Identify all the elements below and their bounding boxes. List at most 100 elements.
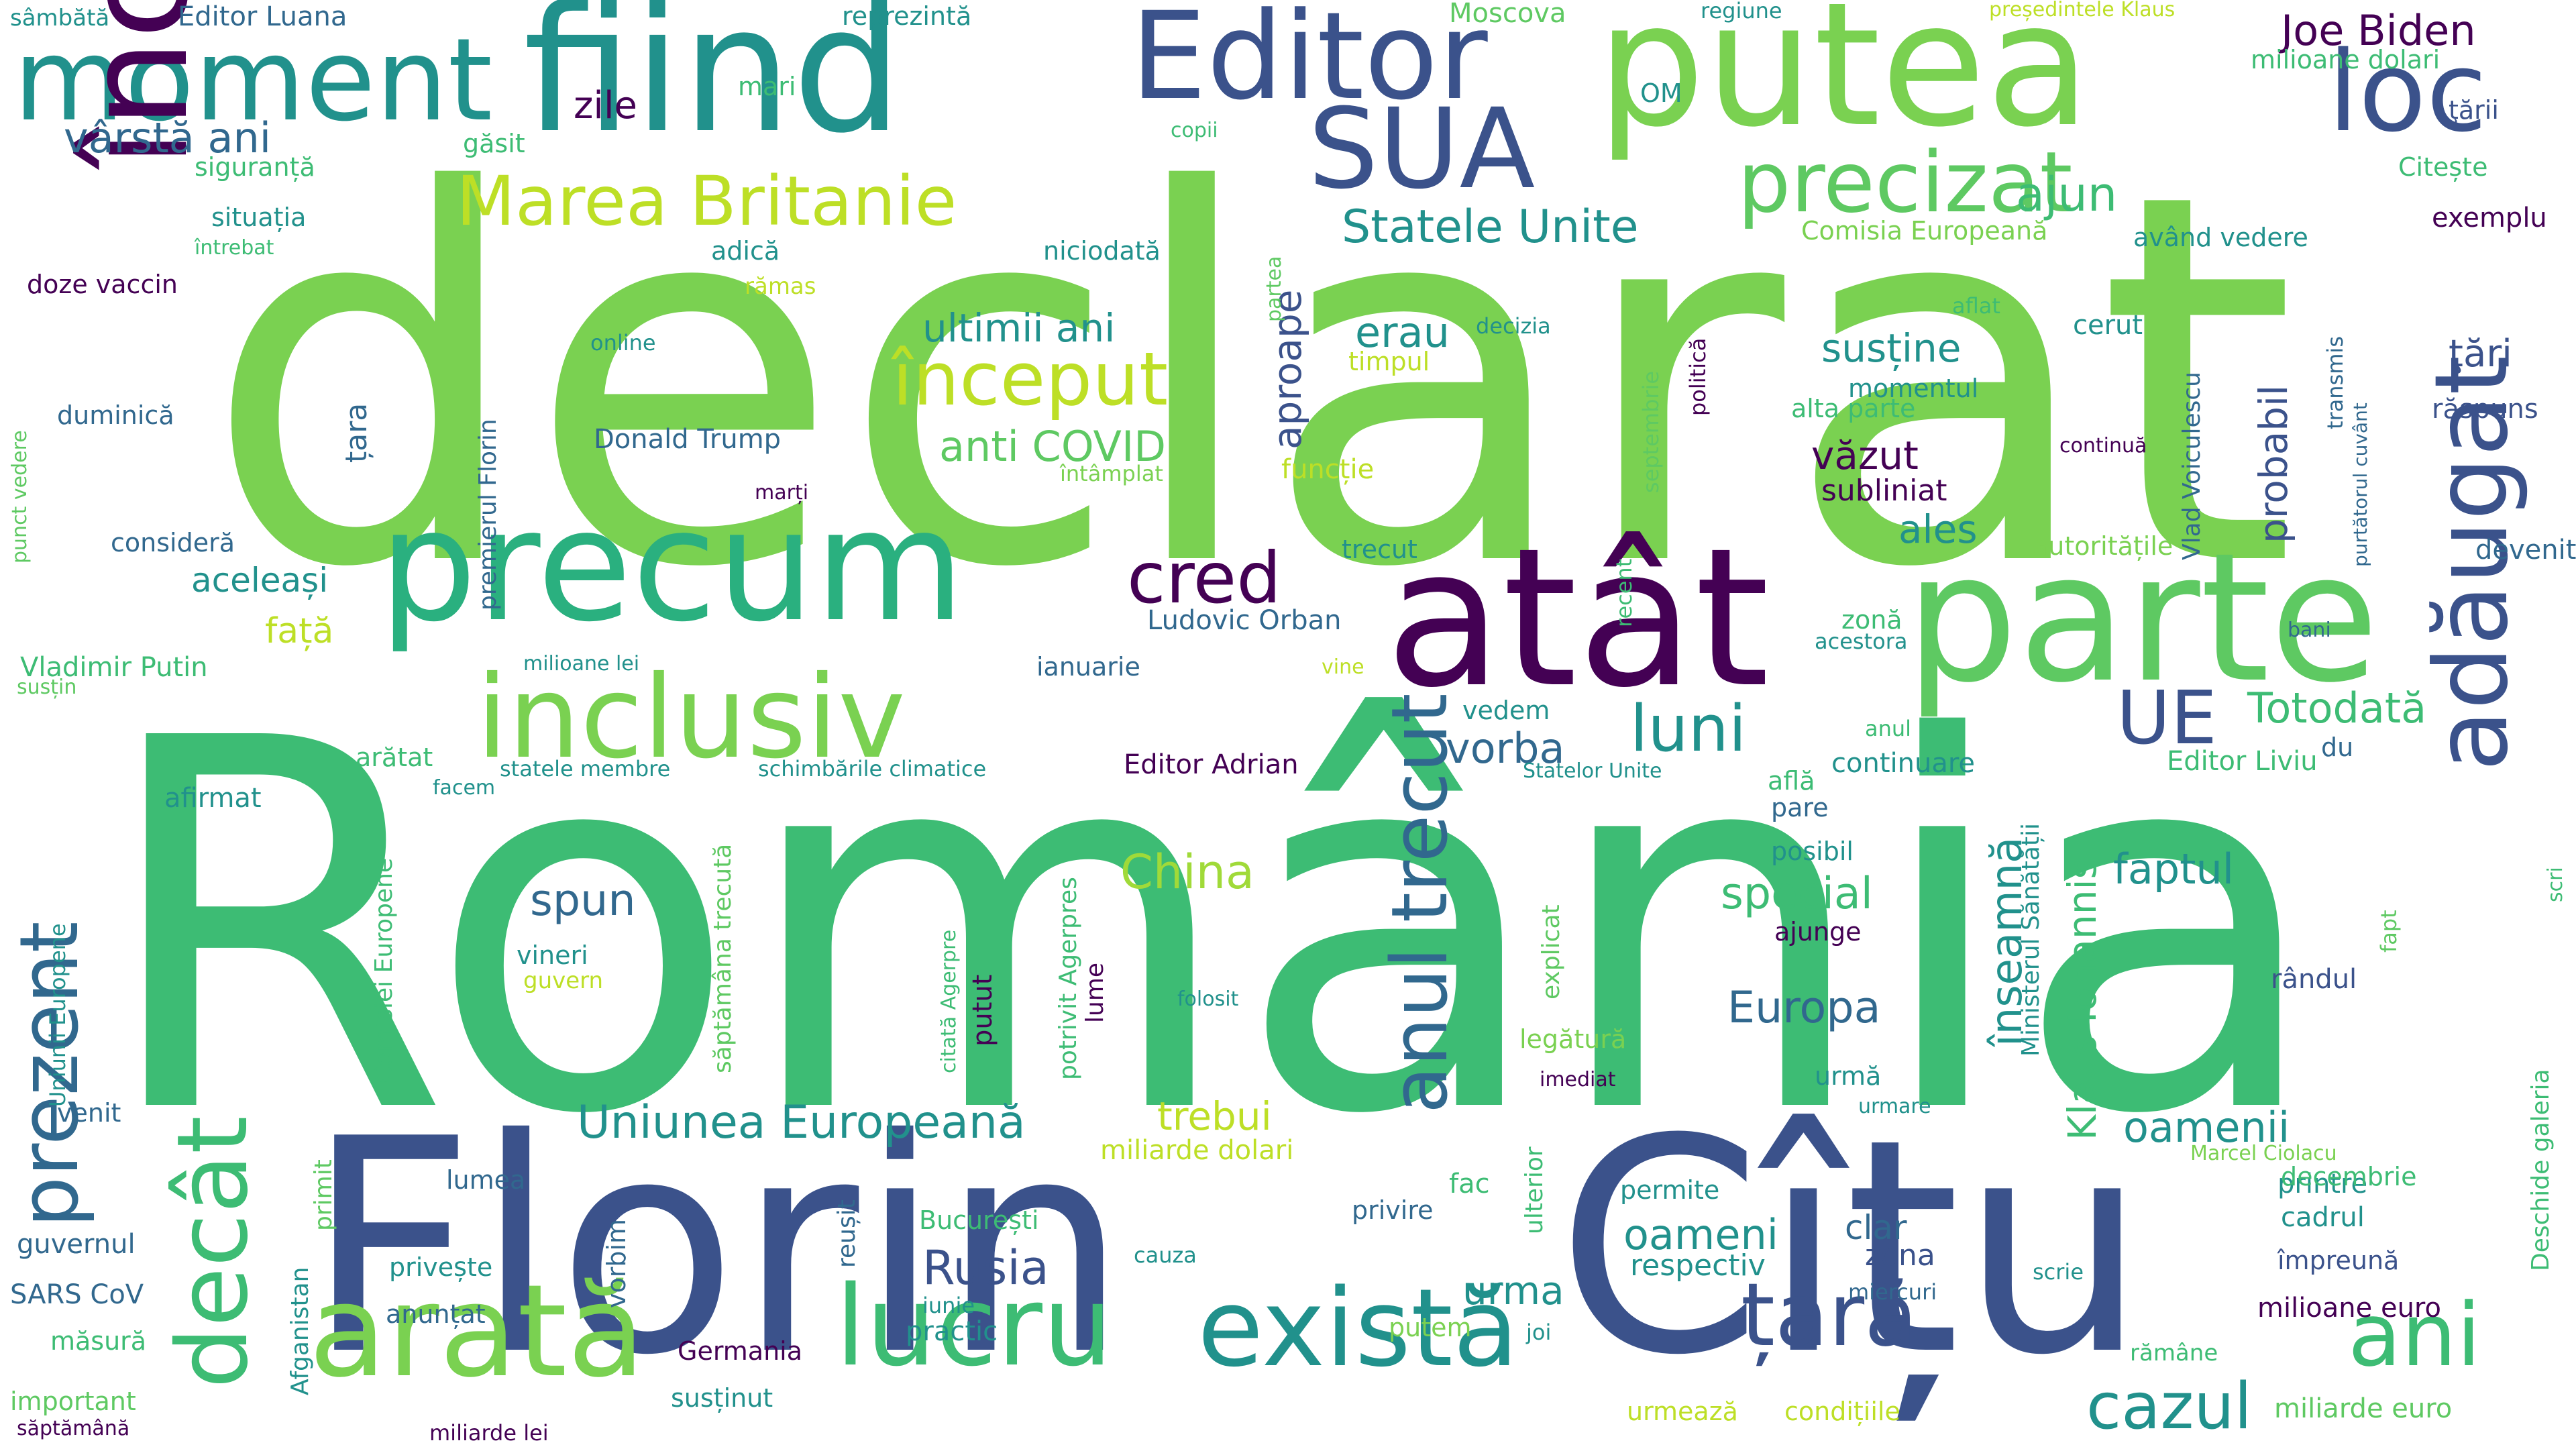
word: UE (2116, 675, 2218, 761)
word: reușit (833, 1199, 861, 1268)
word: ani (2348, 1284, 2481, 1386)
word: săptămână (17, 1417, 130, 1440)
word: explicat (1538, 904, 1565, 1000)
word: Editor Adrian (1124, 749, 1299, 780)
word: ulterior (1521, 1146, 1548, 1234)
word: scrie (2033, 1259, 2084, 1285)
word: primit (310, 1159, 337, 1231)
word: respectiv (1630, 1248, 1766, 1283)
word: susțin (17, 676, 77, 699)
word: Editor Luana (178, 1, 347, 32)
word: văzut (1811, 433, 1919, 478)
word: subliniat (1821, 474, 1947, 508)
word: măsură (50, 1326, 147, 1356)
word: vine (1322, 655, 1364, 679)
word: marți (755, 481, 809, 504)
word: Ministerul Sănătății (2017, 822, 2045, 1057)
word: alta parte (1791, 394, 1916, 423)
word: potrivit Agerpres (1055, 877, 1082, 1080)
word: zonă (1841, 605, 1902, 635)
word: trebui (1157, 1093, 1272, 1139)
word: citată Agerpre (937, 929, 961, 1073)
word: anul (1865, 716, 1912, 741)
word: atât (1385, 507, 1770, 730)
word: du (2321, 733, 2354, 762)
word: printre (2277, 1169, 2368, 1199)
word: oameni (1623, 1210, 1778, 1259)
word: SARS CoV (10, 1279, 144, 1310)
word: există (1197, 1265, 1519, 1391)
word: sâmbătă (10, 5, 110, 32)
word: Uniunii Europene (45, 923, 70, 1107)
word: vorbim (602, 1218, 631, 1308)
word: posibil (1771, 837, 1854, 866)
word: Comisia Europeană (1801, 216, 2048, 246)
word: partea (1263, 256, 1286, 322)
word: Citește (2398, 152, 2488, 182)
word: decizia (1476, 313, 1551, 339)
word: vedem (1462, 696, 1550, 725)
word: siguranță (195, 152, 315, 182)
word: milioane euro (2257, 1293, 2441, 1324)
word: statele membre (500, 756, 671, 782)
word: aflat (1952, 293, 2000, 319)
word: vineri (517, 941, 588, 970)
word: Klaus Iohannis (2059, 859, 2105, 1140)
word: cazul (2086, 1370, 2252, 1444)
word: arătat (356, 743, 433, 772)
word: urmare (1858, 1095, 1931, 1118)
word: Statele Unite (1342, 201, 1639, 254)
word: vorba (1446, 724, 1565, 773)
word: schimbările climatice (758, 756, 987, 782)
word: Donald Trump (594, 424, 782, 455)
word: urmă (1815, 1061, 1882, 1091)
word: țară (1741, 1264, 1918, 1366)
word: miliarde euro (2274, 1393, 2453, 1424)
word: duminică (57, 400, 174, 430)
word: trecut (1342, 535, 1417, 564)
word: arată (309, 1257, 645, 1405)
word: probabil (2251, 384, 2296, 543)
word: Afganistan (286, 1267, 314, 1396)
word: transmis (2322, 336, 2348, 429)
word: momentul (1848, 374, 1979, 403)
word: fac (1449, 1169, 1490, 1199)
word: ales (1898, 506, 1978, 552)
word: președintele Klaus (1989, 0, 2176, 21)
word: devenit (2475, 535, 2576, 566)
word: Vlad Voiculescu (2178, 372, 2206, 560)
word: Europa (1727, 983, 1881, 1033)
word: legătură (1519, 1024, 1627, 1054)
word: regiune (1701, 0, 1782, 23)
word: spun (530, 875, 636, 926)
word: practic (906, 1316, 998, 1347)
word: miercuri (1848, 1279, 1937, 1305)
word: început (892, 336, 1169, 422)
word: urmează (1627, 1397, 1738, 1426)
word: ajunge (1774, 917, 1862, 947)
word: moment (13, 14, 493, 147)
word: privește (389, 1252, 493, 1282)
word: decembrie (2281, 1162, 2417, 1191)
word: cred (1127, 537, 1281, 619)
word: zona (1865, 1238, 1935, 1273)
word: ultimii ani (922, 305, 1116, 351)
word: găsit (463, 129, 525, 158)
word: online (590, 330, 656, 356)
word: aceleași (191, 561, 329, 600)
word: anti COVID (939, 422, 1166, 471)
word: declarat (203, 86, 2297, 679)
word: privire (1352, 1195, 1434, 1225)
word: Editor Liviu (2167, 746, 2318, 777)
word: întrebat (195, 236, 274, 260)
word: Germania (678, 1336, 803, 1366)
word: permite (1620, 1175, 1720, 1205)
word: fiind (523, 0, 903, 172)
word: reprezintă (842, 1, 972, 31)
word: venit (57, 1098, 121, 1128)
word: Ludovic Orban (1147, 605, 1342, 636)
word: purtătorul cuvânt (2349, 402, 2371, 567)
word: putea (1597, 0, 2091, 165)
word: scri (2544, 867, 2567, 902)
